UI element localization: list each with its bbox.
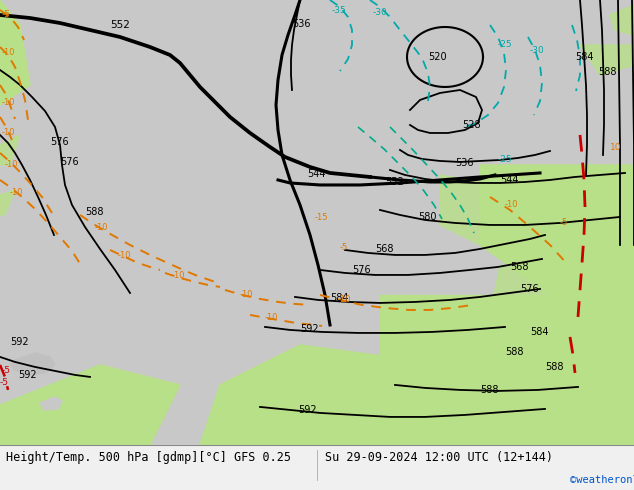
Text: Su 29-09-2024 12:00 UTC (12+144): Su 29-09-2024 12:00 UTC (12+144) [325,451,553,465]
Text: 10: 10 [610,143,621,152]
Text: -5: -5 [0,378,9,387]
Text: 584: 584 [530,327,548,337]
Text: -35: -35 [332,6,347,15]
Text: -25: -25 [498,40,513,49]
Polygon shape [40,397,62,410]
Polygon shape [440,175,520,245]
Text: 588: 588 [480,385,498,395]
Polygon shape [0,25,25,65]
Text: 592: 592 [300,324,319,334]
Polygon shape [0,0,30,105]
Text: 592: 592 [10,337,29,347]
Text: 544: 544 [307,169,325,179]
Polygon shape [0,365,180,445]
Text: 576: 576 [352,265,371,275]
Text: Height/Temp. 500 hPa [gdmp][°C] GFS 0.25: Height/Temp. 500 hPa [gdmp][°C] GFS 0.25 [6,451,291,465]
Text: ©weatheronline.co.uk: ©weatheronline.co.uk [570,475,634,485]
Text: 528: 528 [462,120,481,130]
Text: 588: 588 [85,207,103,217]
Polygon shape [550,225,634,305]
Text: 568: 568 [510,262,529,272]
Text: 584: 584 [575,52,593,62]
Text: 588: 588 [505,347,524,357]
Text: -5: -5 [340,243,348,252]
Text: -10: -10 [505,200,519,209]
Text: 576: 576 [60,157,79,167]
Text: -10: -10 [5,160,18,169]
Text: 544: 544 [500,175,519,185]
Text: -10: -10 [2,48,15,57]
Polygon shape [5,323,28,337]
Text: -30: -30 [530,46,545,55]
Text: -10: -10 [95,223,108,232]
Text: -10: -10 [10,188,23,197]
Text: -25: -25 [498,155,513,164]
Polygon shape [380,295,634,445]
Text: -10: -10 [338,295,351,304]
Polygon shape [0,190,15,215]
Text: 584: 584 [330,293,349,303]
Text: 552: 552 [110,20,130,30]
Text: -30: -30 [373,8,388,17]
Polygon shape [580,45,634,75]
Text: -10: -10 [172,271,186,280]
Text: -15: -15 [315,213,328,222]
Polygon shape [10,353,55,375]
Text: 580: 580 [418,212,436,222]
Text: -10: -10 [2,128,15,137]
Text: 592: 592 [18,370,37,380]
Text: 536: 536 [455,158,474,168]
Text: -10: -10 [240,290,254,299]
Text: 536: 536 [292,19,311,29]
Polygon shape [0,135,20,165]
Polygon shape [200,345,500,445]
Text: 576: 576 [520,284,539,294]
Text: 588: 588 [545,362,564,372]
Text: -5: -5 [2,366,11,375]
Text: -10: -10 [118,251,131,260]
Polygon shape [490,265,580,325]
Text: 588: 588 [598,67,616,77]
Polygon shape [480,165,634,295]
Text: 576: 576 [50,137,68,147]
Text: 568: 568 [375,244,394,254]
Text: -10: -10 [265,313,278,322]
Text: -10: -10 [2,98,15,107]
Text: -5: -5 [2,10,11,19]
Text: -5: -5 [560,218,568,227]
Text: 592: 592 [298,405,316,415]
Text: 520: 520 [428,52,446,62]
Text: 552: 552 [385,177,404,187]
Polygon shape [610,5,634,35]
